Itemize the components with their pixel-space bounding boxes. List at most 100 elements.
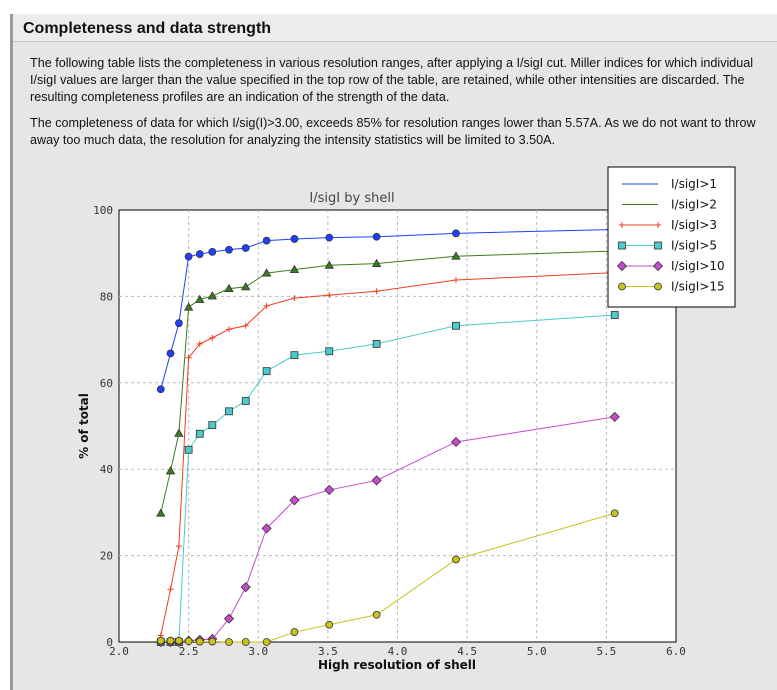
data-point: [166, 636, 175, 645]
y-axis-label: % of total: [77, 393, 91, 459]
data-point: [195, 637, 204, 646]
legend-marker: [618, 282, 626, 291]
data-point: [195, 429, 204, 438]
description-paragraph: The following table lists the completene…: [30, 56, 754, 104]
legend-label: I/sigI>2: [671, 198, 717, 212]
data-point: [174, 319, 183, 328]
data-point: [156, 385, 165, 394]
legend-marker: [654, 241, 662, 250]
data-point: [165, 466, 176, 475]
data-point: [451, 251, 461, 260]
data-point: [262, 367, 271, 376]
data-point: [208, 637, 217, 646]
data-point: [184, 637, 193, 646]
data-point: [184, 252, 193, 261]
legend-label: I/sigI>5: [671, 239, 717, 253]
data-point: [290, 628, 299, 636]
data-point: [226, 326, 233, 333]
data-point: [610, 509, 619, 518]
data-point: [325, 347, 334, 356]
data-point: [208, 421, 217, 430]
legend-marker: [654, 282, 662, 291]
data-point: [262, 638, 271, 646]
data-point: [609, 411, 620, 422]
data-point: [371, 258, 382, 267]
data-point: [452, 229, 460, 238]
section-header: Completeness and data strength: [13, 14, 777, 42]
data-point: [174, 636, 183, 645]
data-point: [290, 351, 299, 360]
summary-paragraph: The completeness of data for which I/sig…: [30, 116, 756, 147]
data-point: [241, 282, 251, 291]
data-point: [262, 236, 271, 245]
data-point: [242, 322, 249, 329]
legend-label: I/sigI>10: [671, 259, 725, 273]
legend-marker: [655, 222, 661, 228]
data-point: [290, 235, 299, 243]
data-point: [156, 636, 165, 645]
data-point: [207, 291, 217, 300]
data-point: [325, 233, 334, 242]
data-point: [183, 302, 194, 311]
x-tick-label: 3.5: [318, 645, 338, 658]
x-tick-label: 2.5: [179, 645, 199, 658]
data-point: [289, 495, 300, 506]
data-point: [325, 620, 334, 629]
data-point: [174, 428, 184, 437]
series-line: [160, 314, 615, 643]
data-point: [225, 245, 233, 254]
data-point: [450, 436, 462, 448]
data-point: [225, 638, 233, 646]
data-point: [291, 295, 298, 302]
data-point: [196, 340, 203, 347]
y-tick-label: 80: [100, 290, 113, 303]
data-point: [166, 349, 175, 358]
data-point: [372, 232, 381, 241]
y-tick-label: 60: [100, 377, 113, 390]
legend-label: I/sigI>3: [671, 218, 717, 232]
legend-marker: [652, 260, 664, 272]
x-tick-label: 5.0: [527, 645, 547, 658]
data-point: [452, 321, 460, 330]
series-line: [160, 272, 615, 636]
data-point: [225, 407, 233, 416]
data-point: [324, 260, 334, 269]
data-point: [289, 264, 300, 274]
x-axis-label: High resolution of shell: [318, 658, 476, 672]
data-point: [610, 311, 619, 319]
data-point: [324, 484, 335, 496]
data-point: [372, 340, 381, 348]
legend-marker: [616, 260, 628, 272]
section-title: Completeness and data strength: [23, 20, 272, 37]
legend-label: I/sigI>15: [671, 280, 725, 294]
data-point: [263, 302, 270, 309]
data-point: [241, 397, 250, 405]
data-point: [373, 288, 380, 295]
data-point: [241, 638, 250, 646]
x-tick-label: 2.0: [109, 645, 129, 658]
y-tick-label: 100: [93, 204, 113, 217]
chart-title: I/sigI by shell: [309, 191, 394, 206]
data-point: [261, 268, 272, 277]
data-point: [195, 294, 205, 303]
y-tick-label: 0: [106, 636, 113, 649]
data-point: [240, 582, 251, 593]
data-point: [452, 276, 459, 283]
data-point: [224, 283, 234, 293]
x-tick-label: 5.5: [596, 645, 616, 658]
x-tick-label: 4.0: [388, 645, 408, 658]
y-tick-label: 40: [100, 463, 113, 476]
legend-label: I/sigI>1: [671, 177, 717, 191]
data-point: [184, 445, 193, 454]
data-point: [452, 555, 460, 564]
data-point: [208, 248, 217, 256]
series-line: [160, 250, 615, 514]
data-point: [371, 475, 382, 486]
data-point: [372, 610, 381, 619]
data-point: [185, 354, 192, 361]
data-point: [261, 523, 272, 534]
data-point: [167, 586, 174, 593]
y-tick-label: 20: [100, 550, 113, 563]
data-point: [209, 334, 216, 341]
